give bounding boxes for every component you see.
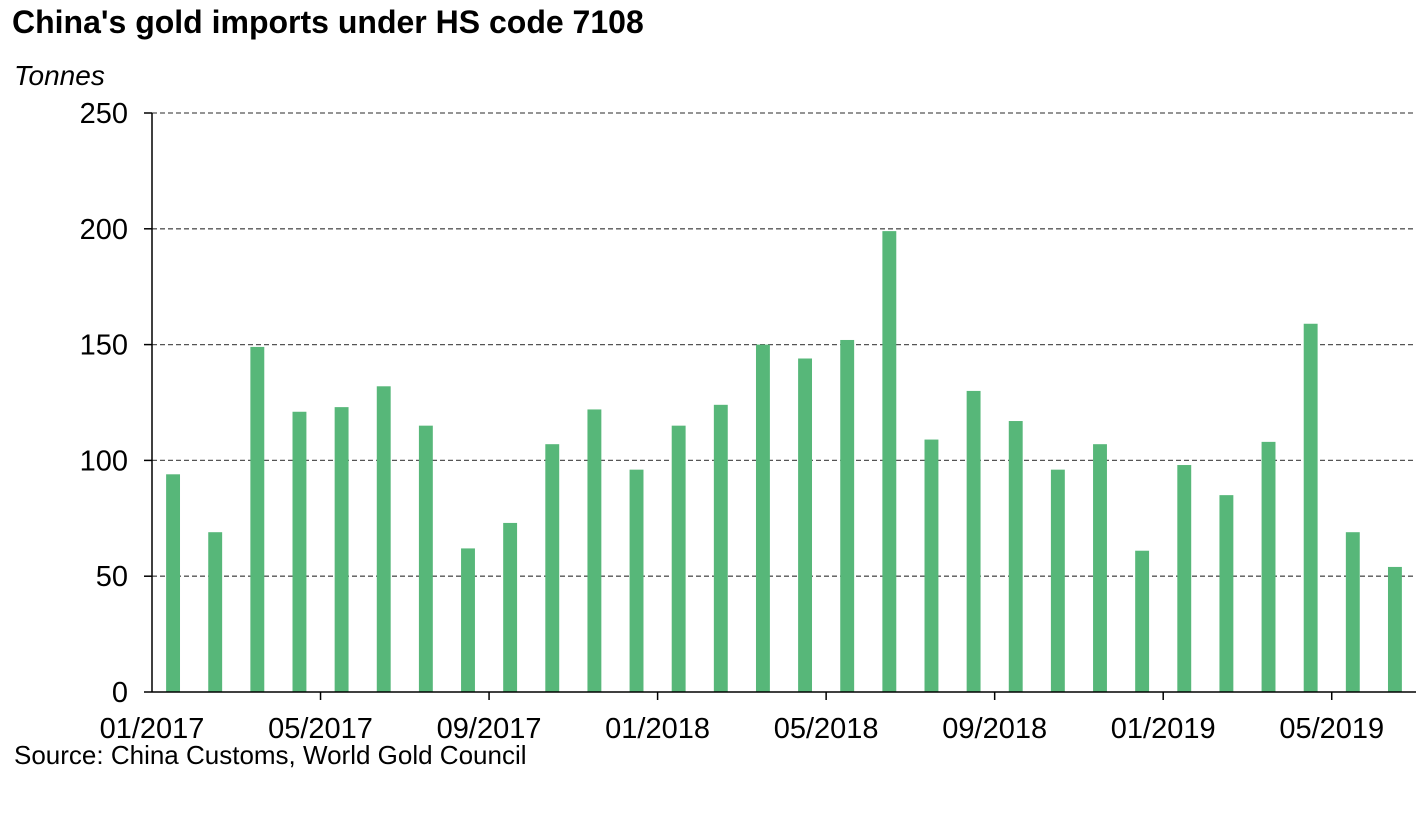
bar xyxy=(334,407,349,692)
bar xyxy=(1177,465,1192,692)
x-tick-labels: 01/2017 05/2017 09/2017 01/2018 05/2018 09/20… xyxy=(100,713,1385,745)
bar xyxy=(545,444,560,692)
y-tick-label: 150 xyxy=(80,330,128,362)
bar xyxy=(250,346,265,692)
bar xyxy=(208,532,223,692)
bar xyxy=(1135,550,1150,692)
bar xyxy=(587,409,602,692)
axes xyxy=(144,112,1416,700)
x-tick-label: 05/2018 xyxy=(774,713,879,745)
source-note: Source: China Customs, World Gold Counci… xyxy=(14,740,527,770)
x-tick-label: 09/2018 xyxy=(942,713,1047,745)
bar xyxy=(629,469,644,692)
chart-title: China's gold imports under HS code 7108 xyxy=(12,4,644,40)
bar xyxy=(1050,469,1065,692)
bar xyxy=(1219,495,1234,692)
bar xyxy=(1387,566,1402,692)
bar xyxy=(882,231,897,692)
bar xyxy=(292,411,307,692)
bar xyxy=(1345,532,1360,692)
bar xyxy=(376,386,391,692)
x-tick-label: 05/2017 xyxy=(268,713,373,745)
bars xyxy=(166,231,1402,692)
y-axis-unit-label: Tonnes xyxy=(14,60,105,91)
y-tick-label: 0 xyxy=(112,677,128,709)
x-tick-label: 05/2019 xyxy=(1279,713,1384,745)
bar xyxy=(461,548,475,692)
y-tick-label: 200 xyxy=(80,214,128,246)
gridlines xyxy=(152,112,1416,577)
bar xyxy=(671,425,686,692)
bar xyxy=(166,474,181,692)
x-tick-label: 01/2017 xyxy=(100,713,205,745)
bar xyxy=(1303,323,1318,692)
y-tick-label: 250 xyxy=(80,98,128,130)
x-tick-label: 01/2019 xyxy=(1111,713,1216,745)
bar xyxy=(966,390,981,692)
bar xyxy=(503,522,518,692)
bar xyxy=(1008,421,1023,692)
bar xyxy=(1093,444,1107,692)
y-tick-label: 100 xyxy=(80,445,128,477)
y-tick-labels: 0 50 100 150 200 250 xyxy=(80,98,128,709)
bar xyxy=(713,404,728,692)
y-tick-label: 50 xyxy=(96,561,128,593)
bar xyxy=(840,339,855,692)
x-tick-label: 09/2017 xyxy=(437,713,542,745)
bar xyxy=(418,425,433,692)
bar xyxy=(798,358,813,692)
bar xyxy=(924,439,939,692)
bar xyxy=(755,344,770,692)
bar xyxy=(1261,441,1276,692)
x-tick-label: 01/2018 xyxy=(605,713,710,745)
